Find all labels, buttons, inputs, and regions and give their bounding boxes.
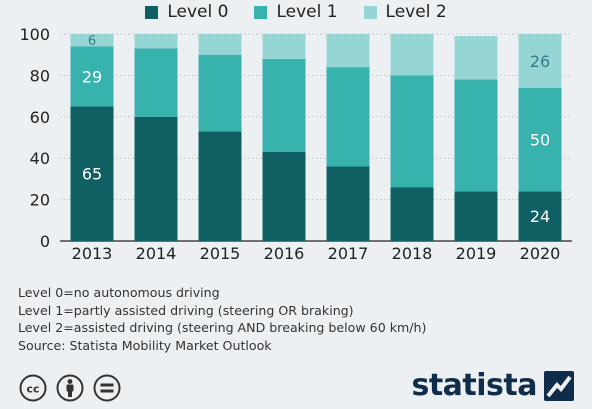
- legend-label: Level 1: [276, 2, 338, 22]
- bar-level-1-2020: [518, 87, 562, 192]
- bar-level-0-2014: [134, 116, 178, 241]
- source-text: Source: Statista Mobility Market Outlook: [18, 337, 272, 353]
- bar-level-1-2014: [134, 48, 178, 117]
- legend-item-level-0: Level 0: [145, 2, 228, 22]
- legend-label: Level 0: [167, 2, 229, 22]
- note-level-0: Level 0=no autonomous driving: [18, 285, 220, 300]
- bar-level-1-2018: [390, 75, 434, 188]
- bar-level-1-2016: [262, 58, 306, 152]
- data-label-level-2-2013: 6: [88, 34, 96, 49]
- note-level-1: Level 1=partly assisted driving (steerin…: [18, 302, 354, 318]
- attribution-icon[interactable]: [56, 374, 84, 402]
- bar-level-2-2014: [134, 34, 178, 49]
- bar-level-2-2018: [390, 34, 434, 76]
- data-label-level-0-2020: 24: [530, 207, 550, 226]
- bar-level-0-2016: [262, 151, 306, 241]
- legend-swatch: [363, 5, 377, 19]
- chart-legend: Level 0 Level 1 Level 2: [0, 2, 592, 22]
- y-tick-label: 0: [40, 232, 50, 251]
- data-label-level-1-2020: 50: [530, 131, 550, 150]
- y-tick-label: 60: [30, 108, 50, 127]
- stacked-bar-chart: 0 20 40 60 80 100 2013 2014 2015 2016 2017 2018 2019…: [19, 25, 572, 263]
- y-tick-label: 80: [30, 66, 50, 85]
- x-tick-label: 2018: [392, 244, 433, 263]
- data-label-level-1-2013: 29: [82, 67, 102, 86]
- svg-text:cc: cc: [26, 383, 39, 396]
- bar-level-2-2017: [326, 34, 370, 68]
- y-tick-label: 40: [30, 149, 50, 168]
- data-label-level-0-2013: 65: [82, 165, 102, 184]
- x-tick-label: 2019: [456, 244, 497, 263]
- legend-item-level-1: Level 1: [254, 2, 338, 22]
- bar-level-0-2019: [454, 191, 498, 241]
- y-tick-label: 20: [30, 191, 50, 210]
- y-tick-label: 100: [19, 25, 50, 44]
- license-icons: cc: [18, 373, 128, 407]
- bar-level-0-2015: [198, 131, 242, 241]
- legend-swatch: [145, 5, 159, 19]
- bar-level-0-2013: [70, 106, 114, 241]
- no-derivatives-icon[interactable]: [93, 374, 121, 402]
- x-tick-label: 2016: [264, 244, 305, 263]
- bar-level-1-2019: [454, 79, 498, 192]
- statista-logo[interactable]: statista: [411, 368, 574, 403]
- x-tick-label: 2015: [200, 244, 241, 263]
- bar-level-0-2020: [518, 191, 562, 241]
- statista-mark-icon: [544, 370, 574, 401]
- bar-level-2-2015: [198, 34, 242, 55]
- x-tick-label: 2014: [136, 244, 177, 263]
- bar-level-1-2013: [70, 46, 114, 107]
- brand-name: statista: [411, 368, 537, 403]
- bar-level-1-2017: [326, 67, 370, 167]
- x-tick-label: 2017: [328, 244, 369, 263]
- bar-level-0-2018: [390, 187, 434, 241]
- chart-notes: Level 0=no autonomous driving Level 1=pa…: [18, 284, 426, 354]
- data-label-level-2-2020: 26: [530, 52, 550, 71]
- bar-level-1-2015: [198, 54, 242, 132]
- legend-item-level-2: Level 2: [363, 2, 447, 22]
- bar-level-2-2020: [518, 34, 562, 88]
- legend-swatch: [254, 5, 268, 19]
- bar-level-0-2017: [326, 166, 370, 241]
- bar-level-2-2013: [70, 34, 114, 47]
- bar-level-2-2019: [454, 36, 498, 80]
- note-level-2: Level 2=assisted driving (steering AND b…: [18, 320, 427, 335]
- cc-icon[interactable]: cc: [19, 374, 47, 402]
- bar-level-2-2016: [262, 34, 306, 59]
- x-tick-label: 2013: [72, 244, 113, 263]
- legend-label: Level 2: [385, 2, 447, 22]
- x-tick-label: 2020: [520, 244, 561, 263]
